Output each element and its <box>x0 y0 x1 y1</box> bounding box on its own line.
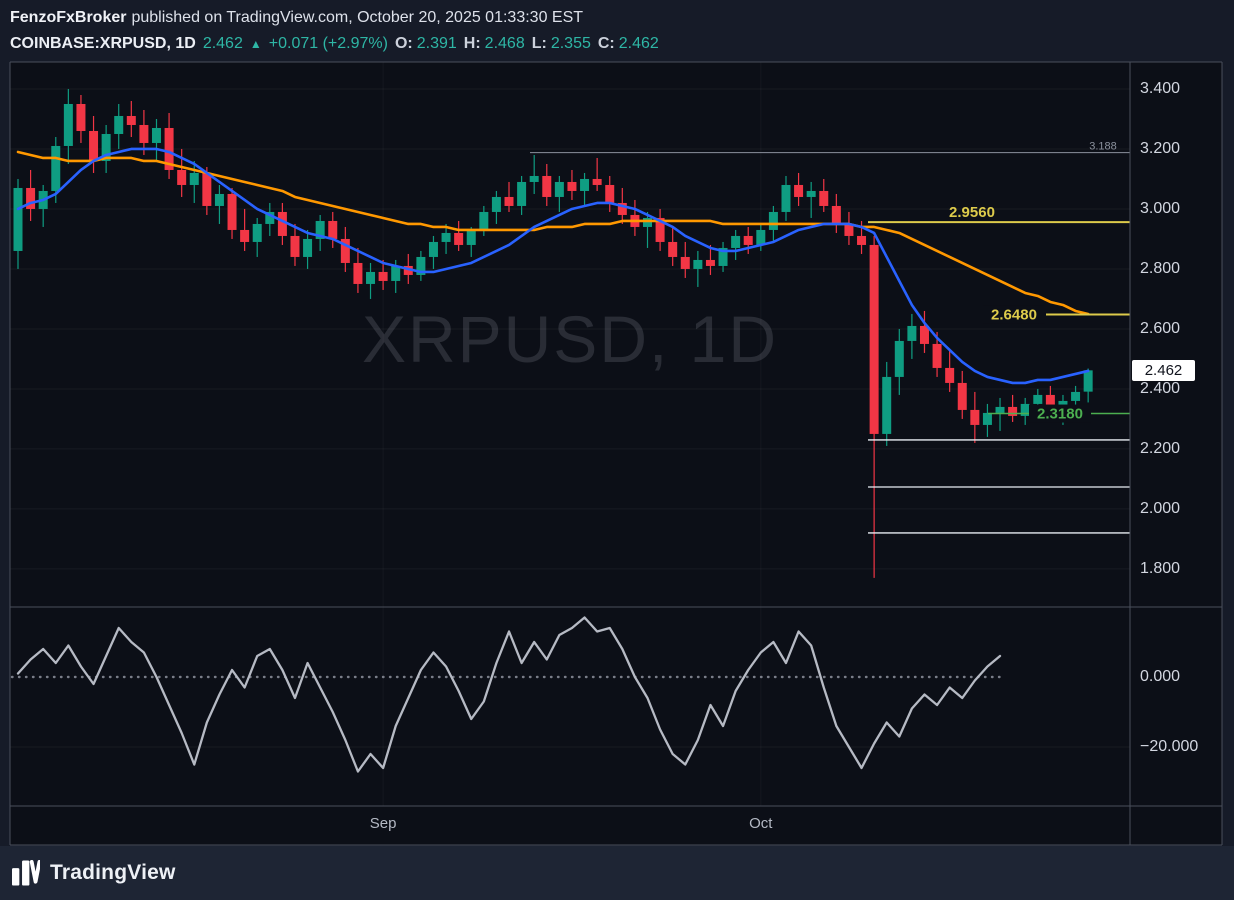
level-label: 2.3180 <box>1037 406 1083 423</box>
level-label: 2.6480 <box>991 307 1037 324</box>
chart-background <box>10 62 1222 845</box>
candlesticks <box>13 88 1093 578</box>
symbol-title[interactable]: COINBASE:XRPUSD, 1D <box>10 35 196 52</box>
pane-borders <box>9 61 1223 846</box>
high-value: 2.468 <box>484 35 525 52</box>
publish-info: published on TradingView.com, October 20… <box>131 9 584 26</box>
level-label: 2.9560 <box>949 204 995 221</box>
publisher-name[interactable]: FenzoFxBroker <box>10 9 127 26</box>
open-label: O: <box>394 35 413 52</box>
close-label: C: <box>597 35 615 52</box>
ma-slow-line <box>16 150 1090 316</box>
open-pair: O: 2.391 <box>395 35 457 53</box>
time-label-sep: Sep <box>369 815 397 832</box>
grid-lines <box>10 62 1130 806</box>
snapshot-footer: TradingView <box>0 846 1234 900</box>
close-value: 2.462 <box>618 35 659 52</box>
open-value: 2.391 <box>416 35 457 52</box>
low-pair: L: 2.355 <box>532 35 591 53</box>
close-pair: C: 2.462 <box>598 35 659 53</box>
tradingview-logo[interactable]: TradingView <box>12 860 176 886</box>
publish-header: FenzoFxBroker published on TradingView.co… <box>10 9 583 27</box>
low-value: 2.355 <box>550 35 591 52</box>
time-label-oct: Oct <box>749 815 773 832</box>
last-price: 2.462 <box>202 35 243 52</box>
up-arrow-icon: ▲ <box>249 37 262 51</box>
chart-watermark: XRPUSD, 1D <box>362 302 778 376</box>
low-label: L: <box>531 35 547 52</box>
indicator-line <box>16 616 1002 773</box>
price-change: +0.071 (+2.97%) <box>268 35 388 52</box>
tradingview-logo-icon <box>12 860 40 886</box>
tradingview-wordmark: TradingView <box>50 861 176 884</box>
level-label: 3.188 <box>1089 141 1117 153</box>
last-price-badge: 2.462 <box>1132 360 1195 381</box>
time-axis[interactable]: Sep Oct <box>0 806 1234 845</box>
ma-fast-line <box>16 147 1090 385</box>
high-pair: H: 2.468 <box>464 35 525 53</box>
symbol-info-bar: COINBASE:XRPUSD, 1D 2.462 ▲ +0.071 (+2.9… <box>10 35 659 53</box>
high-label: H: <box>463 35 481 52</box>
